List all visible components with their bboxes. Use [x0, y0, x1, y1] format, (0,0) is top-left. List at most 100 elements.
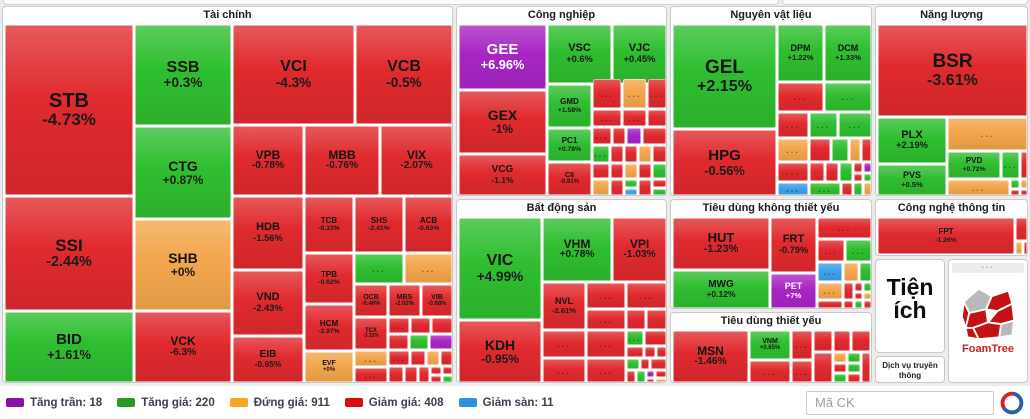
tile-ssb[interactable]: SSB +0.3% [135, 25, 231, 125]
tile-other[interactable] [625, 146, 637, 162]
tile-other[interactable] [411, 318, 430, 333]
tile-other[interactable] [854, 163, 862, 172]
tile-other[interactable]: ... [948, 118, 1027, 150]
tile-other[interactable] [864, 301, 871, 308]
tile-other[interactable]: ... [543, 331, 585, 357]
tile-bsr[interactable]: BSR -3.61% [878, 25, 1027, 116]
tile-other[interactable] [627, 359, 639, 369]
tile-other[interactable]: ... [405, 254, 452, 283]
tile-other[interactable]: ... [587, 331, 625, 357]
tile-plx[interactable]: PLX +2.19% [878, 118, 946, 163]
tile-ssi[interactable]: SSI -2.44% [5, 197, 133, 310]
tile-other[interactable] [1016, 242, 1022, 254]
tile-other[interactable] [826, 163, 838, 181]
tile-kdh[interactable]: KDH -0.95% [459, 321, 541, 382]
tile-other[interactable]: ... [389, 351, 409, 365]
tile-other[interactable] [647, 310, 666, 329]
tile-other[interactable] [862, 353, 870, 382]
tile-other[interactable]: ... [627, 283, 666, 308]
tile-other[interactable] [1016, 218, 1027, 240]
collapsed-cell[interactable]: ... [952, 262, 1024, 273]
refresh-icon[interactable] [1000, 391, 1024, 415]
tile-hut[interactable]: HUT -1.23% [673, 218, 769, 269]
tile-other[interactable] [647, 379, 654, 382]
tile-nvl[interactable]: NVL -2.61% [543, 283, 585, 329]
tile-other[interactable]: ... [778, 163, 808, 181]
tile-tcx[interactable]: TCX -3.32% [355, 318, 387, 349]
tile-other[interactable] [593, 180, 609, 195]
tile-other[interactable] [854, 174, 862, 181]
tile-other[interactable]: ... [818, 263, 842, 281]
tile-other[interactable] [844, 283, 853, 299]
tile-other[interactable]: ... [593, 128, 611, 144]
tile-gex[interactable]: GEX -1% [459, 91, 546, 153]
tile-other[interactable] [844, 263, 858, 281]
tile-other[interactable] [855, 293, 862, 299]
tile-other[interactable] [657, 347, 666, 357]
tile-other[interactable] [834, 374, 846, 382]
tile-other[interactable] [864, 293, 871, 299]
tile-shb[interactable]: SHB +0% [135, 220, 231, 310]
tile-vib[interactable]: VIB -0.88% [422, 285, 452, 316]
tile-ctg[interactable]: CTG +0.87% [135, 127, 231, 218]
tile-other[interactable] [860, 263, 871, 281]
tile-other[interactable] [441, 351, 452, 365]
tile-tpb[interactable]: TPB -0.62% [305, 254, 353, 303]
tile-pc1[interactable]: PC1 +0.78% [548, 129, 591, 161]
tile-other[interactable]: ... [778, 183, 808, 195]
tile-other[interactable] [1011, 190, 1019, 195]
tile-other[interactable] [844, 301, 853, 308]
tile-vnd[interactable]: VND -2.43% [233, 271, 303, 335]
tile-other[interactable]: ... [948, 180, 1009, 195]
tile-other[interactable] [611, 146, 623, 162]
tile-other[interactable] [653, 164, 666, 178]
tile-other[interactable] [852, 331, 870, 351]
tile-other[interactable]: ... [648, 79, 666, 108]
tile-other[interactable]: ... [839, 113, 871, 137]
tile-other[interactable]: ... [355, 254, 403, 283]
tile-hpg[interactable]: HPG -0.56% [673, 130, 776, 195]
tile-other[interactable] [625, 189, 637, 195]
tile-other[interactable] [593, 164, 609, 178]
tile-hcm[interactable]: HCM -2.97% [305, 305, 353, 350]
tile-other[interactable] [810, 163, 824, 181]
tile-vpi[interactable]: VPI -1.03% [613, 218, 666, 281]
tile-acb[interactable]: ACB -0.63% [405, 197, 452, 252]
tile-dcm[interactable]: DCM +1.33% [825, 25, 871, 81]
tile-other[interactable] [656, 371, 666, 377]
tile-other[interactable] [832, 139, 848, 161]
tile-other[interactable] [648, 110, 666, 126]
tile-other[interactable] [1021, 190, 1027, 195]
tile-ocb[interactable]: OCB -0.46% [355, 285, 387, 316]
tile-other[interactable] [625, 180, 637, 187]
tile-other[interactable] [643, 128, 666, 144]
tile-cii[interactable]: CII -0.81% [548, 163, 591, 195]
tile-other[interactable] [864, 163, 871, 172]
tile-other[interactable]: ... [818, 218, 871, 238]
tile-other[interactable] [855, 283, 862, 291]
tile-evf[interactable]: EVF +0% [305, 352, 353, 382]
tile-eib[interactable]: EIB -0.65% [233, 337, 303, 382]
tile-bid[interactable]: BID +1.61% [5, 312, 133, 382]
tile-other[interactable]: ... [825, 83, 871, 111]
tile-other[interactable] [653, 189, 666, 195]
tile-other[interactable]: ... [778, 83, 823, 111]
tile-other[interactable] [645, 331, 666, 345]
tile-mbb[interactable]: MBB -0.76% [305, 126, 379, 195]
tile-other[interactable]: ... [587, 310, 625, 329]
tile-other[interactable] [818, 301, 842, 308]
tile-other[interactable]: ... [355, 351, 387, 366]
tile-gel[interactable]: GEL +2.15% [673, 25, 776, 128]
tile-other[interactable] [641, 359, 649, 369]
tile-other[interactable] [389, 335, 408, 349]
tile-other[interactable] [430, 335, 452, 349]
tile-other[interactable] [862, 139, 871, 161]
tile-other[interactable]: ... [792, 361, 812, 382]
tile-other[interactable]: ... [778, 139, 808, 161]
tile-other[interactable] [431, 367, 441, 374]
tile-msn[interactable]: MSN -1.46% [673, 331, 748, 382]
tile-vpb[interactable]: VPB -0.78% [233, 126, 303, 195]
tile-other[interactable] [410, 335, 428, 349]
tile-fpt[interactable]: FPT -1.26% [878, 218, 1014, 254]
tile-pvs[interactable]: PVS +0.5% [878, 165, 946, 195]
